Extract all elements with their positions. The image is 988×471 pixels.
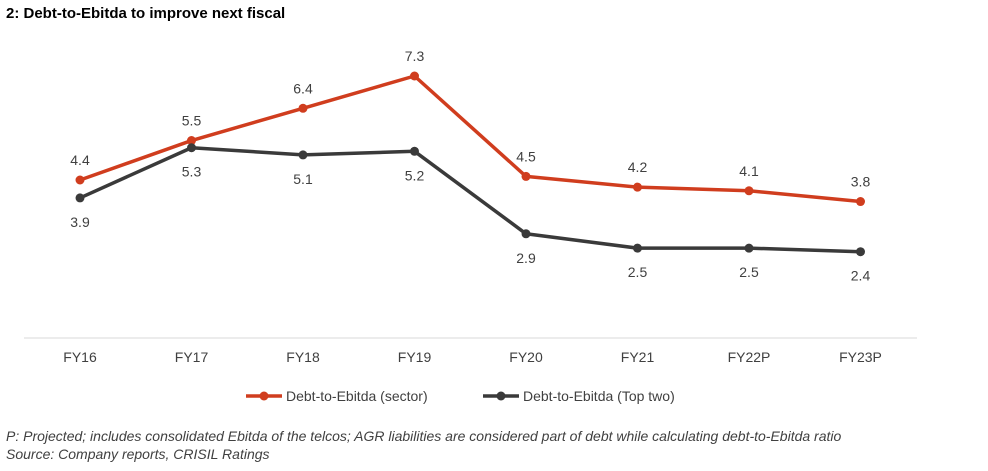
data-label-sector: 3.8	[851, 174, 871, 190]
data-label-top-two: 5.1	[293, 171, 313, 187]
data-point-0	[521, 171, 531, 181]
data-point-1	[75, 193, 85, 203]
x-tick-label: FY18	[286, 349, 320, 365]
data-point-1	[187, 143, 196, 153]
legend-marker-1	[496, 391, 506, 401]
series-line-1	[78, 145, 863, 254]
data-label-sector: 4.2	[628, 159, 648, 175]
footnote-note: P: Projected; includes consolidated Ebit…	[6, 428, 842, 444]
data-point-1	[744, 243, 754, 253]
x-tick-label: FY20	[509, 349, 543, 365]
legend-marker-0	[259, 391, 269, 401]
x-tick-label: FY17	[175, 349, 209, 365]
footnote-source: Source: Company reports, CRISIL Ratings	[6, 446, 270, 462]
data-label-sector: 7.3	[405, 48, 425, 64]
data-point-1	[298, 150, 308, 160]
data-label-top-two: 2.9	[516, 250, 536, 266]
data-point-1	[856, 247, 865, 257]
data-point-0	[856, 197, 865, 207]
data-point-0	[298, 103, 308, 113]
data-point-0	[633, 182, 642, 192]
data-label-top-two: 2.4	[851, 268, 871, 284]
data-label-top-two: 3.9	[70, 214, 90, 230]
x-tick-label: FY22P	[728, 349, 771, 365]
x-tick-label: FY23P	[839, 349, 882, 365]
data-label-top-two: 5.3	[182, 164, 202, 180]
x-tick-label: FY21	[621, 349, 655, 365]
data-label-sector: 4.5	[516, 148, 536, 164]
data-point-1	[633, 243, 642, 253]
legend-label-0: Debt-to-Ebitda (sector)	[286, 388, 428, 404]
data-label-sector: 6.4	[293, 80, 313, 96]
x-tick-label: FY19	[398, 349, 432, 365]
data-label-top-two: 5.2	[405, 167, 425, 183]
legend-label-1: Debt-to-Ebitda (Top two)	[523, 388, 675, 404]
data-label-sector: 5.5	[182, 113, 202, 129]
x-tick-label: FY16	[63, 349, 97, 365]
data-label-sector: 4.1	[739, 163, 759, 179]
data-label-top-two: 2.5	[628, 264, 648, 280]
data-point-1	[410, 146, 419, 156]
data-point-0	[75, 175, 85, 185]
data-point-0	[744, 186, 754, 196]
data-label-sector: 4.4	[70, 152, 90, 168]
series-line-0	[78, 74, 863, 204]
chart-title: 2: Debt-to-Ebitda to improve next fiscal	[6, 5, 286, 22]
data-point-0	[410, 71, 419, 81]
data-point-0	[187, 136, 196, 146]
data-label-top-two: 2.5	[739, 264, 759, 280]
data-point-1	[521, 229, 531, 239]
